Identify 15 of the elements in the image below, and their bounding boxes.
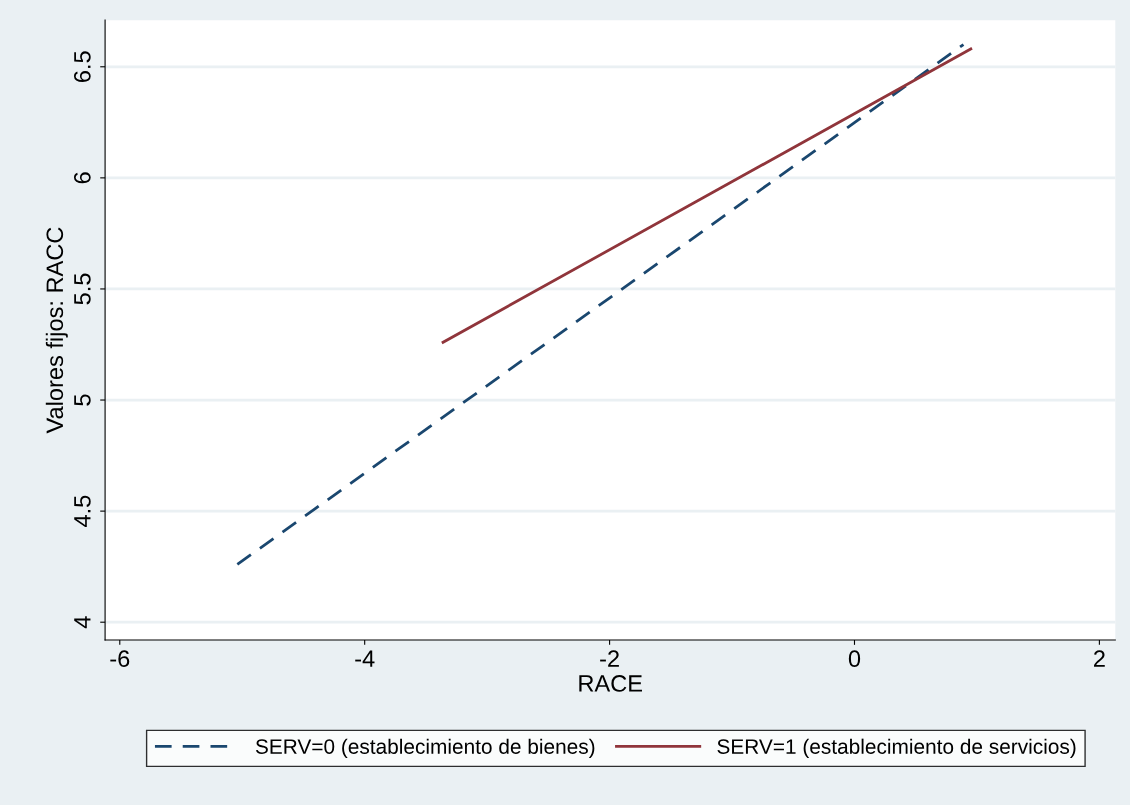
legend-label: SERV=1 (establecimiento de servicios)	[717, 738, 1076, 759]
x-tick-label: -2	[600, 650, 619, 667]
y-tick-label: 6.5	[73, 51, 91, 82]
x-tick-label: -4	[355, 650, 375, 667]
x-tick-label: 0	[848, 650, 861, 668]
y-tick-label: 4.5	[74, 495, 91, 527]
legend-label: SERV=0 (establecimiento de bienes)	[255, 738, 595, 759]
x-tick-label: -6	[110, 650, 130, 668]
y-tick-label: 5	[74, 394, 91, 406]
y-tick-label: 4	[74, 616, 91, 629]
y-tick-label: 6	[73, 172, 91, 184]
y-tick-label: 5.5	[74, 273, 91, 305]
y-axis-title: Valores fijos: RACC	[45, 227, 68, 434]
x-tick-label: 2	[1094, 650, 1105, 667]
x-axis-title: RACE	[579, 675, 642, 692]
